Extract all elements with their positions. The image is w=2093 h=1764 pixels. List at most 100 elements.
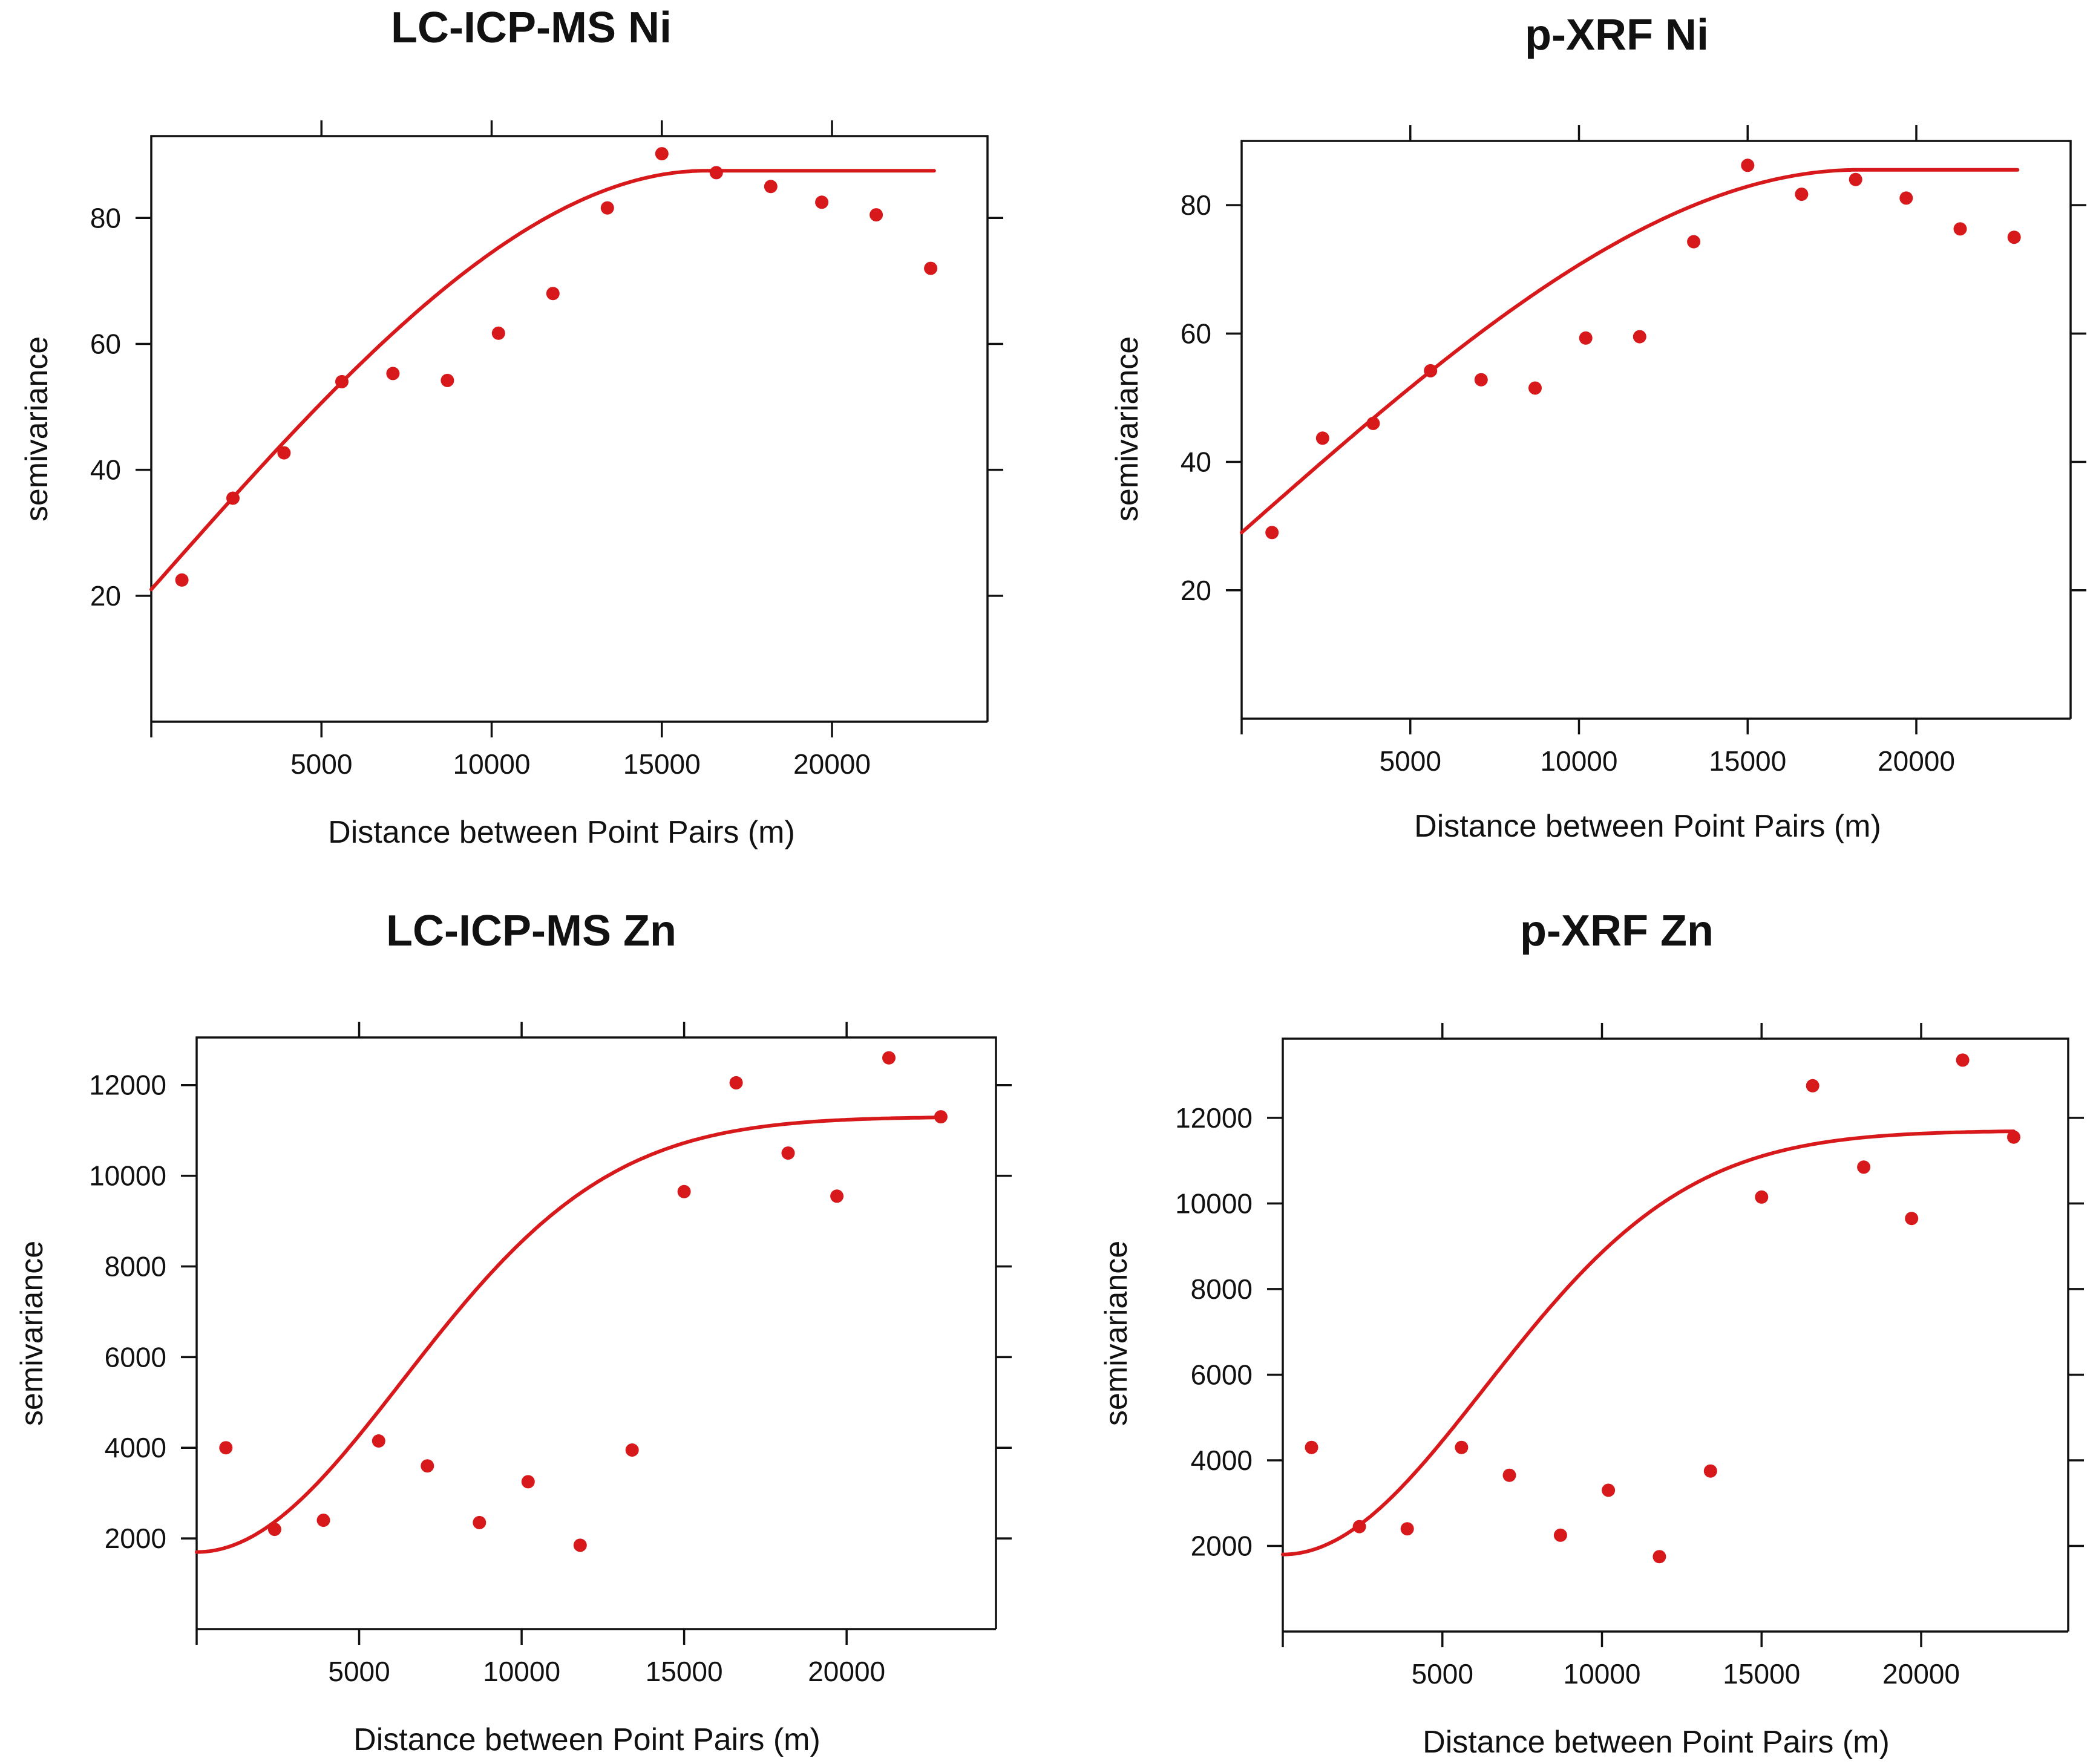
data-point (386, 367, 400, 381)
data-point (1315, 431, 1329, 445)
y-tick-label: 20 (90, 580, 121, 612)
data-point (1953, 222, 1967, 236)
data-marks (149, 147, 938, 592)
plot-frame (150, 135, 989, 722)
data-point (1455, 1440, 1469, 1454)
y-tick-label: 10000 (89, 1160, 166, 1192)
data-point (1352, 1520, 1366, 1534)
chart-title: LC-ICP-MS Zn (386, 907, 676, 955)
y-axis-label: semivariance (1110, 336, 1145, 521)
panel-lc-icp-ms-ni: LC-ICP-MS Ni Distance between Point Pair… (19, 4, 1003, 850)
y-tick-label: 12000 (89, 1070, 166, 1101)
data-point (709, 166, 723, 180)
plot-frame (195, 1036, 997, 1629)
x-tick-label: 15000 (646, 1656, 723, 1687)
data-point (655, 147, 669, 161)
y-tick-label: 8000 (105, 1250, 166, 1282)
y-tick-label: 10000 (1175, 1187, 1253, 1219)
data-point (600, 201, 614, 215)
data-point (924, 261, 938, 275)
x-tick-label: 20000 (1882, 1658, 1960, 1690)
data-point (473, 1515, 486, 1529)
data-point (335, 374, 349, 388)
panel-p-xrf-zn: p-XRF Zn Distance between Point Pairs (m… (1099, 907, 2084, 1760)
data-point (781, 1146, 795, 1160)
data-point (1857, 1160, 1871, 1174)
data-point (1366, 416, 1380, 430)
data-point (219, 1441, 233, 1455)
plot-frame (1282, 1037, 2069, 1632)
x-tick-label: 15000 (1709, 745, 1786, 777)
data-point (815, 195, 829, 209)
y-tick-label: 40 (1181, 446, 1211, 478)
data-point (491, 326, 505, 340)
x-tick-label: 10000 (1564, 1658, 1641, 1690)
y-tick-label: 60 (1181, 318, 1211, 349)
data-point (1755, 1190, 1769, 1204)
y-tick-label: 2000 (105, 1523, 166, 1554)
data-point (1305, 1440, 1318, 1454)
x-tick-label: 5000 (290, 748, 352, 780)
data-point (2007, 230, 2021, 244)
data-point (764, 180, 778, 194)
data-marks (195, 1051, 948, 1554)
data-point (830, 1189, 844, 1203)
y-tick-label: 4000 (105, 1432, 166, 1463)
y-axis-label: semivariance (19, 336, 54, 521)
data-point (573, 1538, 587, 1552)
chart-title: LC-ICP-MS Ni (391, 4, 672, 52)
data-point (1956, 1053, 1970, 1067)
y-tick-label: 4000 (1191, 1445, 1253, 1476)
data-point (1400, 1522, 1414, 1536)
y-tick-label: 80 (90, 202, 121, 234)
x-tick-label: 5000 (328, 1656, 390, 1687)
fitted-model-line (195, 1116, 943, 1554)
data-point (441, 373, 454, 387)
data-point (870, 208, 883, 222)
data-point (277, 446, 291, 460)
y-tick-label: 8000 (1191, 1273, 1253, 1305)
y-tick-label: 20 (1181, 575, 1211, 606)
data-point (226, 491, 240, 505)
data-point (1795, 188, 1809, 201)
data-point (1741, 158, 1755, 172)
axes-group: 5000 10000 15000 20000 2000 4000 6000 8000 10000… (89, 1022, 1012, 1687)
data-point (1905, 1212, 1919, 1226)
x-tick-label: 20000 (808, 1656, 885, 1687)
y-tick-label: 40 (90, 454, 121, 486)
data-point (1687, 235, 1701, 249)
x-tick-label: 20000 (793, 748, 871, 780)
y-tick-label: 12000 (1175, 1102, 1253, 1134)
data-point (729, 1076, 743, 1089)
x-tick-label: 5000 (1380, 745, 1441, 777)
data-point (316, 1514, 330, 1527)
axes-group: 5000 10000 15000 20000 2000 4000 6000 8000 10000… (1175, 1023, 2084, 1690)
data-point (521, 1475, 535, 1489)
y-tick-label: 80 (1181, 189, 1211, 221)
data-point (625, 1443, 639, 1457)
x-tick-label: 10000 (453, 748, 531, 780)
data-point (1579, 331, 1593, 345)
data-point (934, 1110, 948, 1124)
data-point (1528, 381, 1542, 395)
y-tick-label: 6000 (1191, 1359, 1253, 1390)
data-point (1806, 1079, 1820, 1093)
y-axis-label: semivariance (15, 1241, 50, 1426)
y-tick-label: 60 (90, 328, 121, 359)
x-axis-label: Distance between Point Pairs (m) (1423, 1725, 1890, 1760)
data-point (546, 287, 560, 301)
plot-frame (1240, 140, 2072, 719)
chart-title: p-XRF Zn (1520, 907, 1714, 955)
x-tick-label: 10000 (483, 1656, 560, 1687)
data-point (1553, 1528, 1567, 1542)
y-tick-label: 6000 (105, 1341, 166, 1373)
data-point (175, 573, 189, 587)
data-point (1265, 526, 1279, 540)
panel-p-xrf-ni: p-XRF Ni Distance between Point Pairs (m… (1110, 11, 2086, 844)
axes-group: 5000 10000 15000 20000 20 40 60 80 (90, 120, 1003, 780)
y-axis-label: semivariance (1099, 1241, 1134, 1426)
data-point (267, 1523, 281, 1537)
x-axis-label: Distance between Point Pairs (m) (353, 1722, 820, 1757)
data-point (1474, 373, 1488, 387)
data-point (1652, 1550, 1666, 1564)
